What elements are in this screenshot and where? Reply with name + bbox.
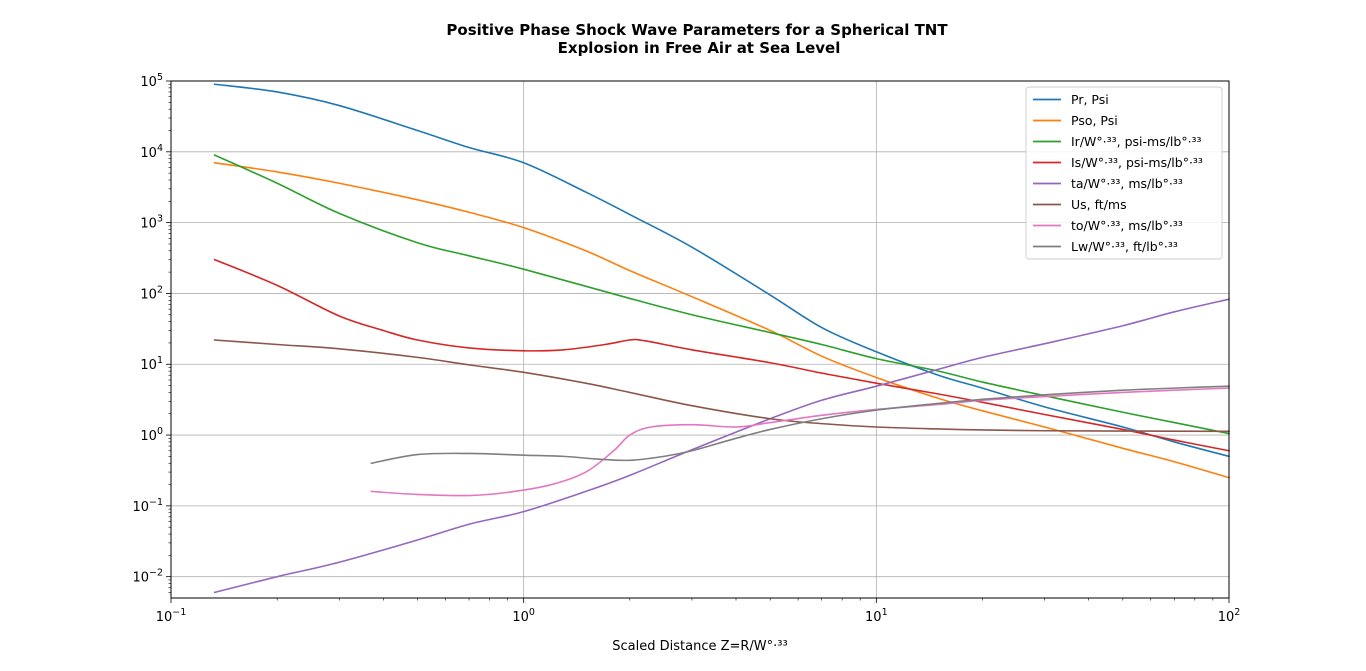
x-axis-label: Scaled Distance Z=R/W°·³³ bbox=[612, 639, 787, 654]
y-tick-label: 103 bbox=[140, 214, 163, 232]
legend-entry: Is/W°·³³, psi-ms/lb°·³³ bbox=[1071, 155, 1203, 170]
y-tick-label: 101 bbox=[140, 355, 163, 373]
series-line-2 bbox=[213, 153, 1230, 435]
x-tick-label-exponent: 0 bbox=[529, 607, 535, 618]
y-tick-label-exponent: 3 bbox=[157, 214, 163, 225]
y-tick-label-base: 10 bbox=[140, 358, 157, 373]
y-tick-label-base: 10 bbox=[140, 146, 157, 161]
x-tick-label-exponent: −1 bbox=[172, 607, 186, 618]
y-tick-label: 10−2 bbox=[132, 568, 163, 586]
x-tick-label: 102 bbox=[1218, 607, 1241, 625]
x-tick-label: 100 bbox=[512, 607, 535, 625]
y-tick-label: 100 bbox=[140, 426, 163, 444]
y-tick-label-exponent: 5 bbox=[157, 72, 163, 83]
x-tick-label-base: 10 bbox=[1218, 610, 1235, 625]
y-tick-label-exponent: 0 bbox=[157, 426, 163, 437]
legend-entry: Us, ft/ms bbox=[1071, 197, 1127, 212]
legend-entry: Lw/W°·³³, ft/lb°·³³ bbox=[1071, 239, 1178, 254]
x-tick-label-exponent: 1 bbox=[882, 607, 888, 618]
legend-entry: Pr, Psi bbox=[1071, 92, 1109, 107]
legend-entry: to/W°·³³, ms/lb°·³³ bbox=[1071, 218, 1183, 233]
y-tick-label-exponent: −2 bbox=[149, 568, 163, 579]
y-tick-label-base: 10 bbox=[140, 429, 157, 444]
legend-entry: Pso, Psi bbox=[1071, 113, 1118, 128]
series-lines bbox=[213, 83, 1230, 594]
x-tick-label-base: 10 bbox=[512, 610, 529, 625]
x-tick-label-base: 10 bbox=[865, 610, 882, 625]
y-tick-label-base: 10 bbox=[140, 75, 157, 90]
series-line-3 bbox=[213, 258, 1230, 452]
y-tick-label-exponent: 1 bbox=[157, 355, 163, 366]
series-line-6 bbox=[370, 387, 1230, 497]
series-line-4 bbox=[213, 298, 1230, 594]
y-tick-label-exponent: 4 bbox=[157, 143, 163, 154]
x-tick-label: 10−1 bbox=[156, 607, 187, 625]
legend-entry: Ir/W°·³³, psi-ms/lb°·³³ bbox=[1071, 134, 1202, 149]
y-tick-label: 10−1 bbox=[132, 497, 163, 515]
x-tick-label-base: 10 bbox=[156, 610, 173, 625]
y-tick-label-base: 10 bbox=[140, 287, 157, 302]
y-tick-label-base: 10 bbox=[132, 571, 149, 586]
series-line-7 bbox=[370, 385, 1230, 465]
chart-title-line-2: Explosion in Free Air at Sea Level bbox=[558, 39, 841, 57]
series-line-1 bbox=[213, 161, 1230, 479]
y-tick-label-exponent: 2 bbox=[157, 284, 163, 295]
x-tick-label-exponent: 2 bbox=[1234, 607, 1240, 618]
y-tick-label: 102 bbox=[140, 284, 163, 302]
x-tick-label: 101 bbox=[865, 607, 888, 625]
series-line-5 bbox=[213, 339, 1230, 433]
chart-title-line-1: Positive Phase Shock Wave Parameters for… bbox=[446, 21, 948, 39]
y-tick-label: 104 bbox=[140, 143, 163, 161]
y-tick-label: 105 bbox=[140, 72, 163, 90]
legend-box bbox=[1025, 86, 1223, 260]
y-tick-label-base: 10 bbox=[132, 500, 149, 515]
y-tick-label-base: 10 bbox=[140, 217, 157, 232]
series-line-0 bbox=[213, 83, 1230, 458]
plot-frame bbox=[170, 80, 1230, 599]
y-tick-label-exponent: −1 bbox=[149, 497, 163, 508]
legend: Pr, Psi Pso, Psi Ir/W°·³³, psi-ms/lb°·³³ Is… bbox=[1025, 86, 1223, 260]
legend-entry: ta/W°·³³, ms/lb°·³³ bbox=[1071, 176, 1183, 191]
